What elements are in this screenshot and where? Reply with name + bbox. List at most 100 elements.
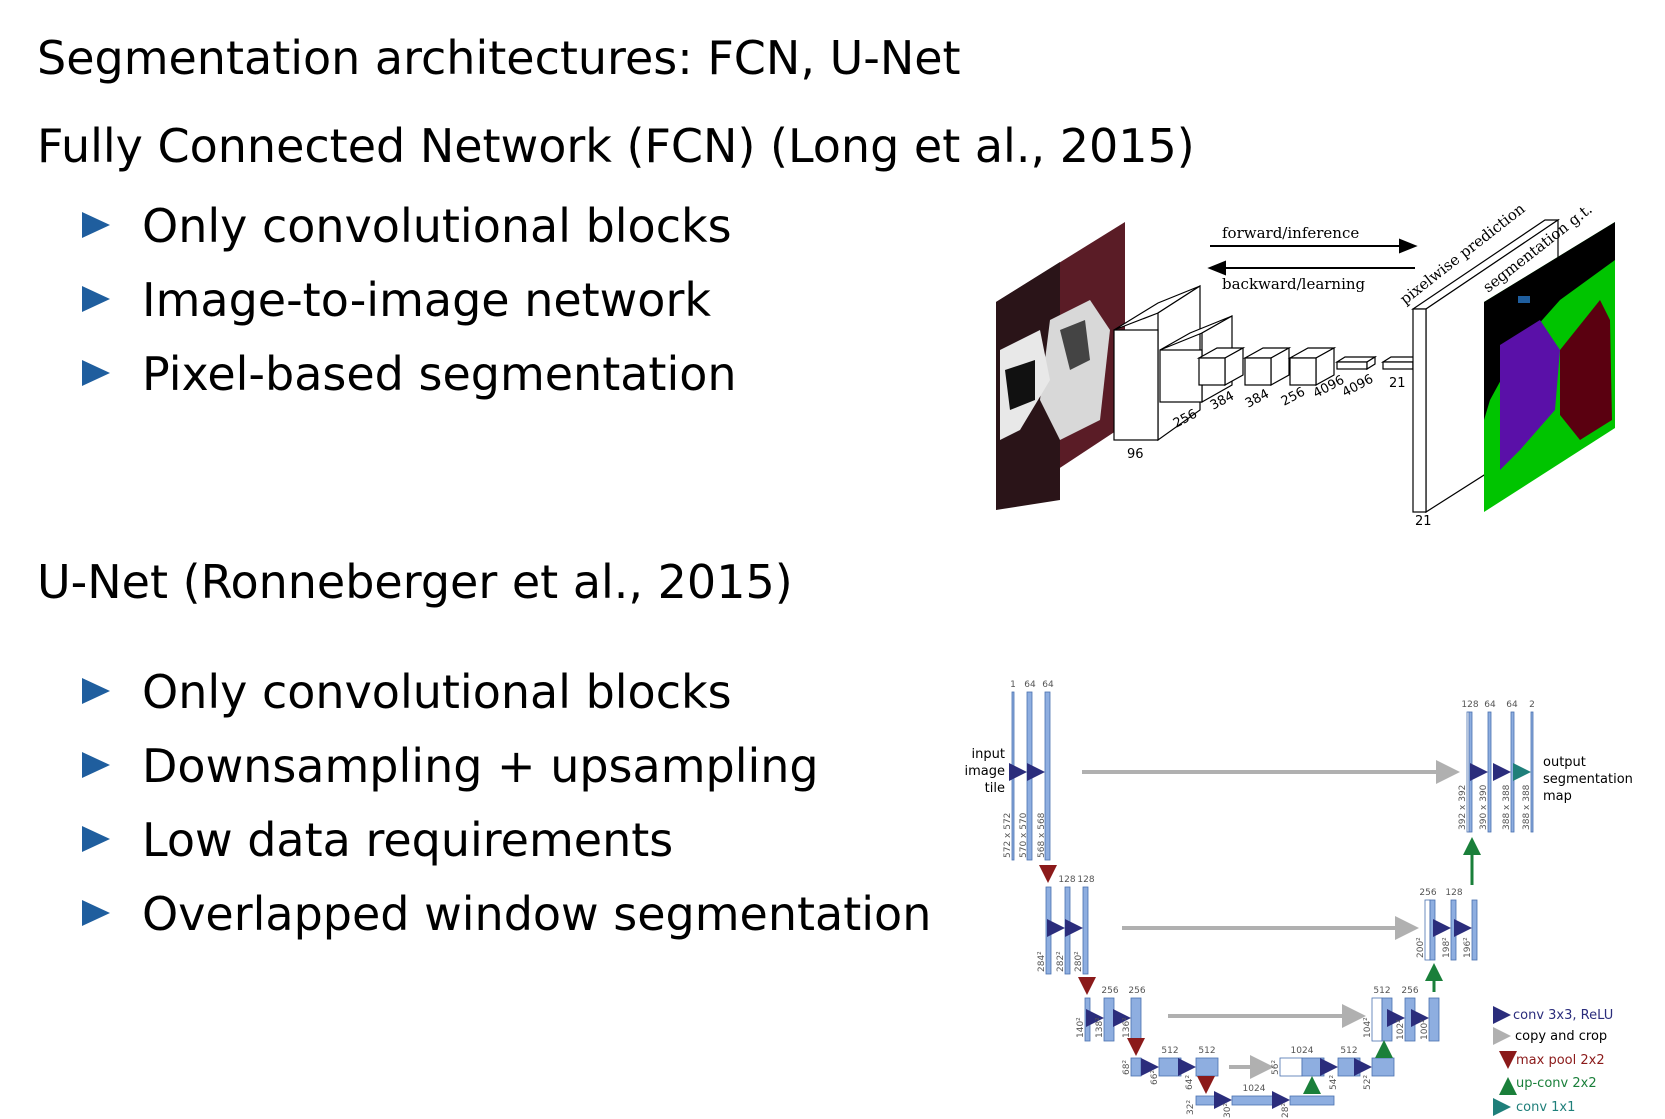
unet-legend: conv 3x3, ReLU copy and crop max pool 2x…: [1493, 1006, 1613, 1116]
list-item: Overlapped window segmentation: [82, 886, 931, 942]
input-tile-label: input image tile: [965, 747, 1006, 796]
svg-text:1: 1: [1010, 680, 1016, 690]
bullet-triangle-icon: [82, 752, 110, 778]
svg-text:32²: 32²: [1186, 1100, 1196, 1115]
layer-label: 21: [1389, 376, 1406, 391]
svg-text:68²: 68²: [1122, 1060, 1132, 1075]
bullet-triangle-icon: [82, 900, 110, 926]
svg-text:52²: 52²: [1363, 1075, 1373, 1090]
svg-text:64: 64: [1024, 680, 1036, 690]
copy-crop-arrows: [1082, 760, 1460, 1079]
channel-labels: 1 64 64 128 128 256 256 512 512 1024 102…: [1010, 680, 1535, 1094]
backward-label: backward/learning: [1222, 275, 1366, 293]
list-item: Only convolutional blocks: [82, 198, 737, 254]
svg-text:100²: 100²: [1420, 1019, 1430, 1040]
svg-text:image: image: [965, 764, 1006, 779]
forward-label: forward/inference: [1222, 224, 1359, 242]
svg-text:284²: 284²: [1037, 951, 1047, 972]
svg-text:282²: 282²: [1056, 951, 1066, 972]
svg-text:128: 128: [1445, 888, 1462, 898]
svg-text:388 x 388: 388 x 388: [1522, 784, 1532, 830]
svg-text:140²: 140²: [1076, 1017, 1086, 1038]
fcn-heading: Fully Connected Network (FCN) (Long et a…: [37, 119, 1195, 173]
list-item: Downsampling + upsampling: [82, 738, 931, 794]
svg-text:segmentation: segmentation: [1543, 772, 1633, 787]
conv-arrows: [1009, 763, 1511, 1109]
unet-heading: U-Net (Ronneberger et al., 2015): [37, 555, 793, 609]
svg-text:388 x 388: 388 x 388: [1502, 784, 1512, 830]
svg-text:128: 128: [1058, 875, 1075, 885]
svg-text:104²: 104²: [1363, 1017, 1373, 1038]
svg-text:512: 512: [1161, 1046, 1178, 1056]
svg-text:1024: 1024: [1291, 1046, 1314, 1056]
svg-text:280²: 280²: [1074, 951, 1084, 972]
legend-conv1x1-label: conv 1x1: [1516, 1100, 1575, 1115]
svg-text:map: map: [1543, 789, 1572, 804]
svg-text:390 x 390: 390 x 390: [1479, 784, 1489, 830]
svg-text:136²: 136²: [1122, 1017, 1132, 1038]
layer-label: 4096: [1340, 372, 1376, 401]
input-image: [996, 222, 1125, 510]
svg-text:2: 2: [1529, 700, 1535, 710]
size-labels: 572 x 572 570 x 570 568 x 568 284² 282² …: [1003, 784, 1532, 1118]
list-item: Pixel-based segmentation: [82, 346, 737, 402]
bullet-triangle-icon: [82, 286, 110, 312]
output-map-label: output segmentation map: [1543, 755, 1633, 804]
unet-feature-maps: [1011, 691, 1534, 1106]
svg-text:54²: 54²: [1329, 1075, 1339, 1090]
bullet-triangle-icon: [82, 360, 110, 386]
svg-text:tile: tile: [985, 781, 1005, 796]
list-item: Low data requirements: [82, 812, 931, 868]
unet-diagram: input image tile output segmentation map…: [965, 680, 1633, 1118]
segmentation-gt-image: [1484, 222, 1615, 512]
svg-text:138²: 138²: [1095, 1017, 1105, 1038]
svg-text:1024: 1024: [1243, 1084, 1266, 1094]
svg-text:256: 256: [1419, 888, 1436, 898]
list-item: Only convolutional blocks: [82, 664, 931, 720]
layer-label: 96: [1127, 447, 1144, 462]
svg-text:128: 128: [1077, 875, 1094, 885]
conv-blocks: [1113, 218, 1560, 514]
svg-text:102²: 102²: [1396, 1019, 1406, 1040]
svg-text:200²: 200²: [1416, 937, 1426, 958]
svg-text:input: input: [972, 747, 1005, 762]
svg-text:256: 256: [1128, 986, 1145, 996]
svg-text:570 x 570: 570 x 570: [1019, 812, 1029, 858]
svg-text:64: 64: [1484, 700, 1496, 710]
legend-maxpool-label: max pool 2x2: [1516, 1053, 1605, 1068]
svg-text:output: output: [1543, 755, 1586, 770]
svg-text:30²: 30²: [1223, 1103, 1233, 1118]
layer-label: 256: [1279, 385, 1308, 410]
svg-text:572 x 572: 572 x 572: [1003, 813, 1013, 858]
legend-conv-label: conv 3x3, ReLU: [1513, 1008, 1613, 1023]
svg-text:56²: 56²: [1271, 1060, 1281, 1075]
svg-text:128: 128: [1461, 700, 1478, 710]
svg-text:512: 512: [1198, 1046, 1215, 1056]
fcn-diagram: forward/inference backward/learning pixe…: [996, 200, 1615, 529]
legend-copy-label: copy and crop: [1515, 1029, 1607, 1044]
svg-text:64²: 64²: [1185, 1075, 1195, 1090]
svg-text:64: 64: [1042, 680, 1054, 690]
svg-text:568 x 568: 568 x 568: [1037, 812, 1047, 858]
layer-label: 384: [1243, 387, 1272, 412]
svg-text:64: 64: [1506, 700, 1518, 710]
fcn-bullet-list: Only convolutional blocks Image-to-image…: [82, 198, 737, 402]
list-item: Image-to-image network: [82, 272, 737, 328]
svg-text:256: 256: [1401, 986, 1418, 996]
svg-text:66²: 66²: [1150, 1070, 1160, 1085]
slide-title: Segmentation architectures: FCN, U-Net: [37, 31, 961, 85]
svg-text:256: 256: [1101, 986, 1118, 996]
upconv-arrows: [1303, 837, 1481, 1094]
forward-backward-arrows: [1207, 238, 1418, 276]
legend-upconv-label: up-conv 2x2: [1516, 1076, 1597, 1091]
maxpool-arrows: [1039, 865, 1215, 1094]
bullet-triangle-icon: [82, 826, 110, 852]
svg-text:392 x 392: 392 x 392: [1458, 785, 1468, 830]
svg-text:28²: 28²: [1281, 1103, 1291, 1118]
bullet-triangle-icon: [82, 212, 110, 238]
svg-text:196²: 196²: [1463, 937, 1473, 958]
layer-label: 21: [1415, 514, 1432, 529]
bullet-triangle-icon: [82, 678, 110, 704]
unet-bullet-list: Only convolutional blocks Downsampling +…: [82, 664, 931, 942]
svg-text:512: 512: [1340, 1046, 1357, 1056]
